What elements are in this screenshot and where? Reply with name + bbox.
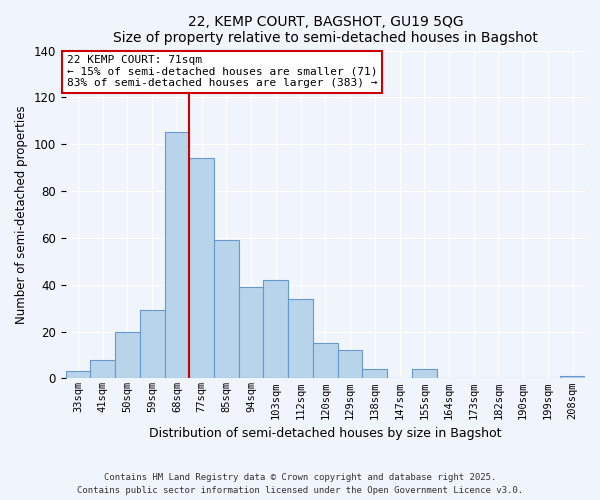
Y-axis label: Number of semi-detached properties: Number of semi-detached properties <box>15 105 28 324</box>
Bar <box>115 332 140 378</box>
X-axis label: Distribution of semi-detached houses by size in Bagshot: Distribution of semi-detached houses by … <box>149 427 502 440</box>
Bar <box>288 299 313 378</box>
Bar <box>214 240 239 378</box>
Bar <box>263 280 288 378</box>
Bar <box>239 287 263 378</box>
Bar <box>362 369 387 378</box>
Bar <box>190 158 214 378</box>
Bar <box>65 372 91 378</box>
Text: Contains HM Land Registry data © Crown copyright and database right 2025.
Contai: Contains HM Land Registry data © Crown c… <box>77 474 523 495</box>
Title: 22, KEMP COURT, BAGSHOT, GU19 5QG
Size of property relative to semi-detached hou: 22, KEMP COURT, BAGSHOT, GU19 5QG Size o… <box>113 15 538 45</box>
Bar <box>313 344 338 378</box>
Bar <box>560 376 585 378</box>
Bar <box>338 350 362 378</box>
Text: 22 KEMP COURT: 71sqm
← 15% of semi-detached houses are smaller (71)
83% of semi-: 22 KEMP COURT: 71sqm ← 15% of semi-detac… <box>67 55 377 88</box>
Bar <box>91 360 115 378</box>
Bar <box>140 310 164 378</box>
Bar <box>412 369 437 378</box>
Bar <box>164 132 190 378</box>
